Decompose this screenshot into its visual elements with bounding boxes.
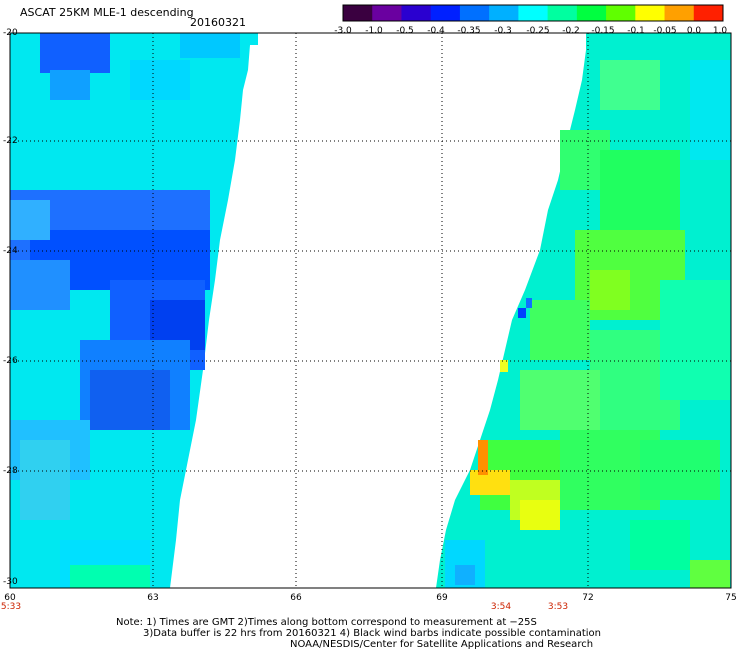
colorbar-label: 1.0	[712, 26, 728, 36]
data-cell	[520, 500, 560, 530]
colorbar-swatch	[430, 5, 461, 21]
data-cell	[20, 440, 70, 520]
data-cell	[600, 60, 660, 110]
lon-label: 72	[582, 593, 594, 603]
data-cell	[630, 520, 690, 570]
colorbar-label: -0.1	[627, 26, 645, 36]
colorbar-swatch	[547, 5, 578, 21]
map-date: 20160321	[190, 16, 246, 29]
lon-label: 69	[436, 593, 448, 603]
colorbar-swatch	[664, 5, 695, 21]
lon-label: 63	[147, 593, 159, 603]
colorbar-swatch	[635, 5, 666, 21]
colorbar-label: -0.5	[396, 26, 414, 36]
data-cell	[690, 560, 730, 588]
data-cell	[500, 360, 508, 372]
colorbar-label: -0.15	[591, 26, 615, 36]
data-cell	[590, 270, 630, 310]
data-cell	[455, 565, 475, 585]
credit-line: NOAA/NESDIS/Center for Satellite Applica…	[290, 639, 594, 650]
colorbar-swatch	[606, 5, 636, 21]
data-cell	[518, 308, 526, 318]
time-label: 3:54	[490, 602, 512, 612]
data-cell	[10, 260, 70, 310]
data-cell	[660, 280, 730, 400]
lat-label: -26	[3, 356, 18, 366]
colorbar-frame	[342, 4, 724, 22]
colorbar-swatch	[459, 5, 490, 21]
data-cell	[180, 33, 240, 58]
lat-label: -20	[3, 28, 18, 38]
lat-label: -24	[3, 246, 18, 256]
data-cell	[478, 440, 488, 475]
lon-label: 60	[4, 593, 16, 603]
data-cell	[530, 300, 590, 360]
note-line-1: Note: 1) Times are GMT 2)Times along bot…	[116, 617, 537, 628]
time-label: 3:53	[547, 602, 569, 612]
data-cell	[640, 440, 720, 500]
data-cell	[690, 60, 731, 160]
colorbar-label: -0.3	[494, 26, 512, 36]
lat-label: -28	[3, 466, 18, 476]
colorbar-label: -0.25	[526, 26, 550, 36]
colorbar-label: -0.05	[653, 26, 677, 36]
data-cell	[526, 298, 532, 308]
colorbar-swatch	[372, 5, 402, 21]
colorbar-swatch	[518, 5, 549, 21]
lon-label: 75	[725, 593, 737, 603]
lat-label: -22	[3, 136, 18, 146]
data-cell	[90, 370, 170, 430]
colorbar-label: -3.0	[334, 26, 352, 36]
data-cell	[40, 33, 110, 73]
data-cell	[600, 150, 680, 230]
note-line-2: 3)Data buffer is 22 hrs from 20160321 4)…	[143, 628, 601, 639]
lat-label: -30	[3, 577, 18, 587]
data-cell	[10, 200, 50, 240]
colorbar-swatch	[489, 5, 519, 21]
colorbar-swatch	[401, 5, 432, 21]
colorbar-label: -1.0	[365, 26, 383, 36]
map-title: ASCAT 25KM MLE-1 descending	[20, 6, 194, 19]
lon-label: 66	[290, 593, 302, 603]
colorbar-label: -0.4	[427, 26, 445, 36]
data-cell	[70, 565, 150, 588]
data-cell	[470, 470, 510, 495]
data-cell	[130, 60, 190, 100]
colorbar-label: 0.0	[686, 26, 702, 36]
data-cell	[50, 70, 90, 100]
colorbar-swatch	[693, 5, 724, 21]
map-frame	[9, 32, 732, 589]
data-cell	[520, 370, 600, 430]
colorbar-swatch	[343, 5, 373, 21]
time-label: 5:33	[0, 602, 22, 612]
colorbar-label: -0.2	[562, 26, 580, 36]
colorbar-swatch	[576, 5, 607, 21]
colorbar-label: -0.35	[457, 26, 481, 36]
